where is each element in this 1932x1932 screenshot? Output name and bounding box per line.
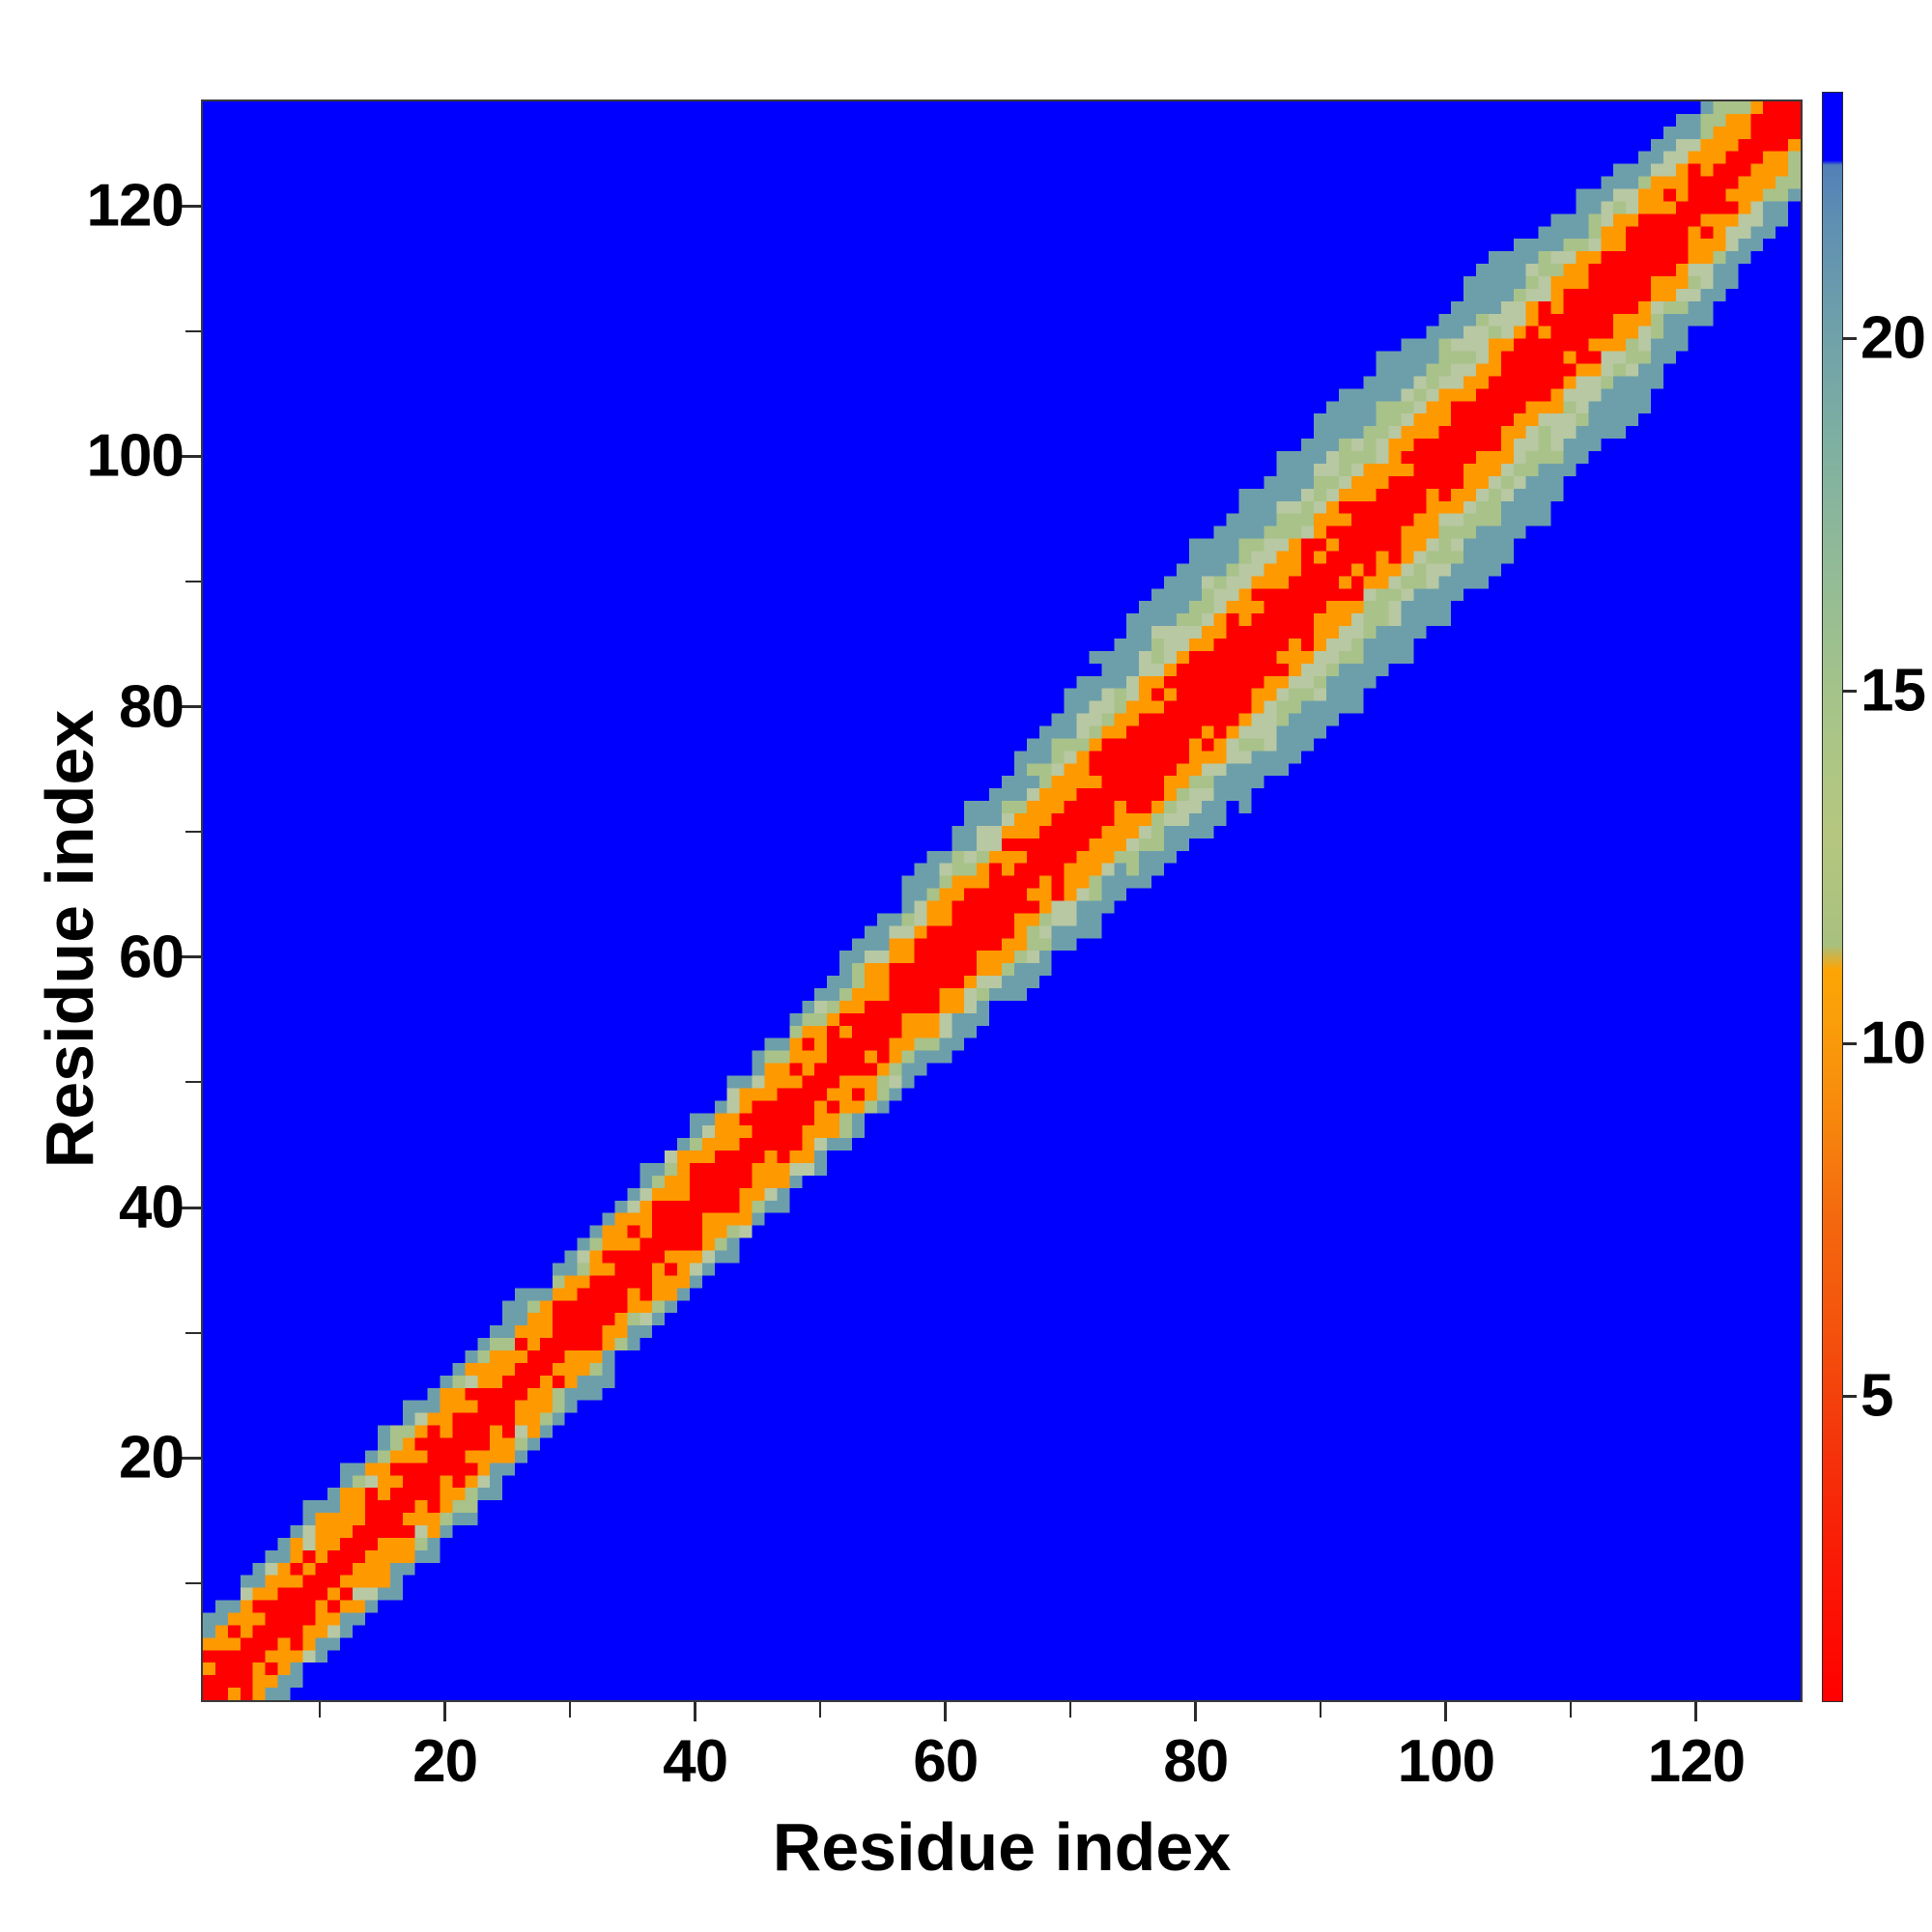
y-tick-minor <box>185 580 201 582</box>
y-tick-label: 20 <box>119 1424 185 1492</box>
y-tick-minor <box>185 1081 201 1084</box>
y-tick-minor <box>185 1581 201 1584</box>
x-tick-60 <box>944 1702 948 1721</box>
x-tick-label: 40 <box>663 1728 728 1795</box>
heatmap-image <box>203 101 1801 1700</box>
y-tick-80 <box>182 705 201 709</box>
x-axis-title: Residue index <box>772 1809 1232 1885</box>
y-tick-label: 120 <box>86 172 185 240</box>
x-tick-minor <box>569 1702 572 1718</box>
y-tick-minor <box>185 1331 201 1334</box>
colorbar-tick-label: 20 <box>1861 304 1926 372</box>
y-axis-title: Residue index <box>32 709 107 1169</box>
colorbar-tick-label: 10 <box>1861 1009 1926 1077</box>
x-tick-label: 60 <box>913 1728 979 1795</box>
y-tick-label: 40 <box>119 1174 185 1241</box>
x-tick-120 <box>1694 1702 1698 1721</box>
colorbar-gradient <box>1822 92 1843 1702</box>
y-tick-minor <box>185 329 201 332</box>
y-tick-label: 100 <box>86 422 185 490</box>
x-tick-20 <box>443 1702 447 1721</box>
y-tick-label: 80 <box>119 673 185 741</box>
x-tick-minor <box>1570 1702 1573 1718</box>
heatmap-plot-area <box>201 99 1803 1702</box>
y-tick-60 <box>182 955 201 959</box>
colorbar-tick-15 <box>1843 689 1857 693</box>
x-tick-100 <box>1444 1702 1448 1721</box>
colorbar <box>1822 92 1843 1702</box>
x-tick-label: 100 <box>1397 1728 1495 1795</box>
y-tick-label: 60 <box>119 923 185 991</box>
x-tick-minor <box>819 1702 822 1718</box>
y-tick-minor <box>185 831 201 834</box>
x-tick-40 <box>694 1702 697 1721</box>
x-tick-minor <box>1069 1702 1072 1718</box>
x-tick-label: 20 <box>412 1728 478 1795</box>
colorbar-tick-label: 15 <box>1861 657 1926 724</box>
colorbar-tick-10 <box>1843 1041 1857 1045</box>
y-tick-120 <box>182 204 201 208</box>
x-tick-80 <box>1194 1702 1198 1721</box>
y-tick-100 <box>182 454 201 458</box>
x-tick-minor <box>1320 1702 1322 1718</box>
colorbar-tick-5 <box>1843 1394 1857 1398</box>
y-tick-40 <box>182 1206 201 1209</box>
colorbar-tick-label: 5 <box>1861 1362 1893 1430</box>
x-tick-minor <box>319 1702 322 1718</box>
x-tick-label: 80 <box>1163 1728 1229 1795</box>
y-tick-20 <box>182 1456 201 1460</box>
x-tick-label: 120 <box>1647 1728 1746 1795</box>
colorbar-tick-20 <box>1843 336 1857 340</box>
